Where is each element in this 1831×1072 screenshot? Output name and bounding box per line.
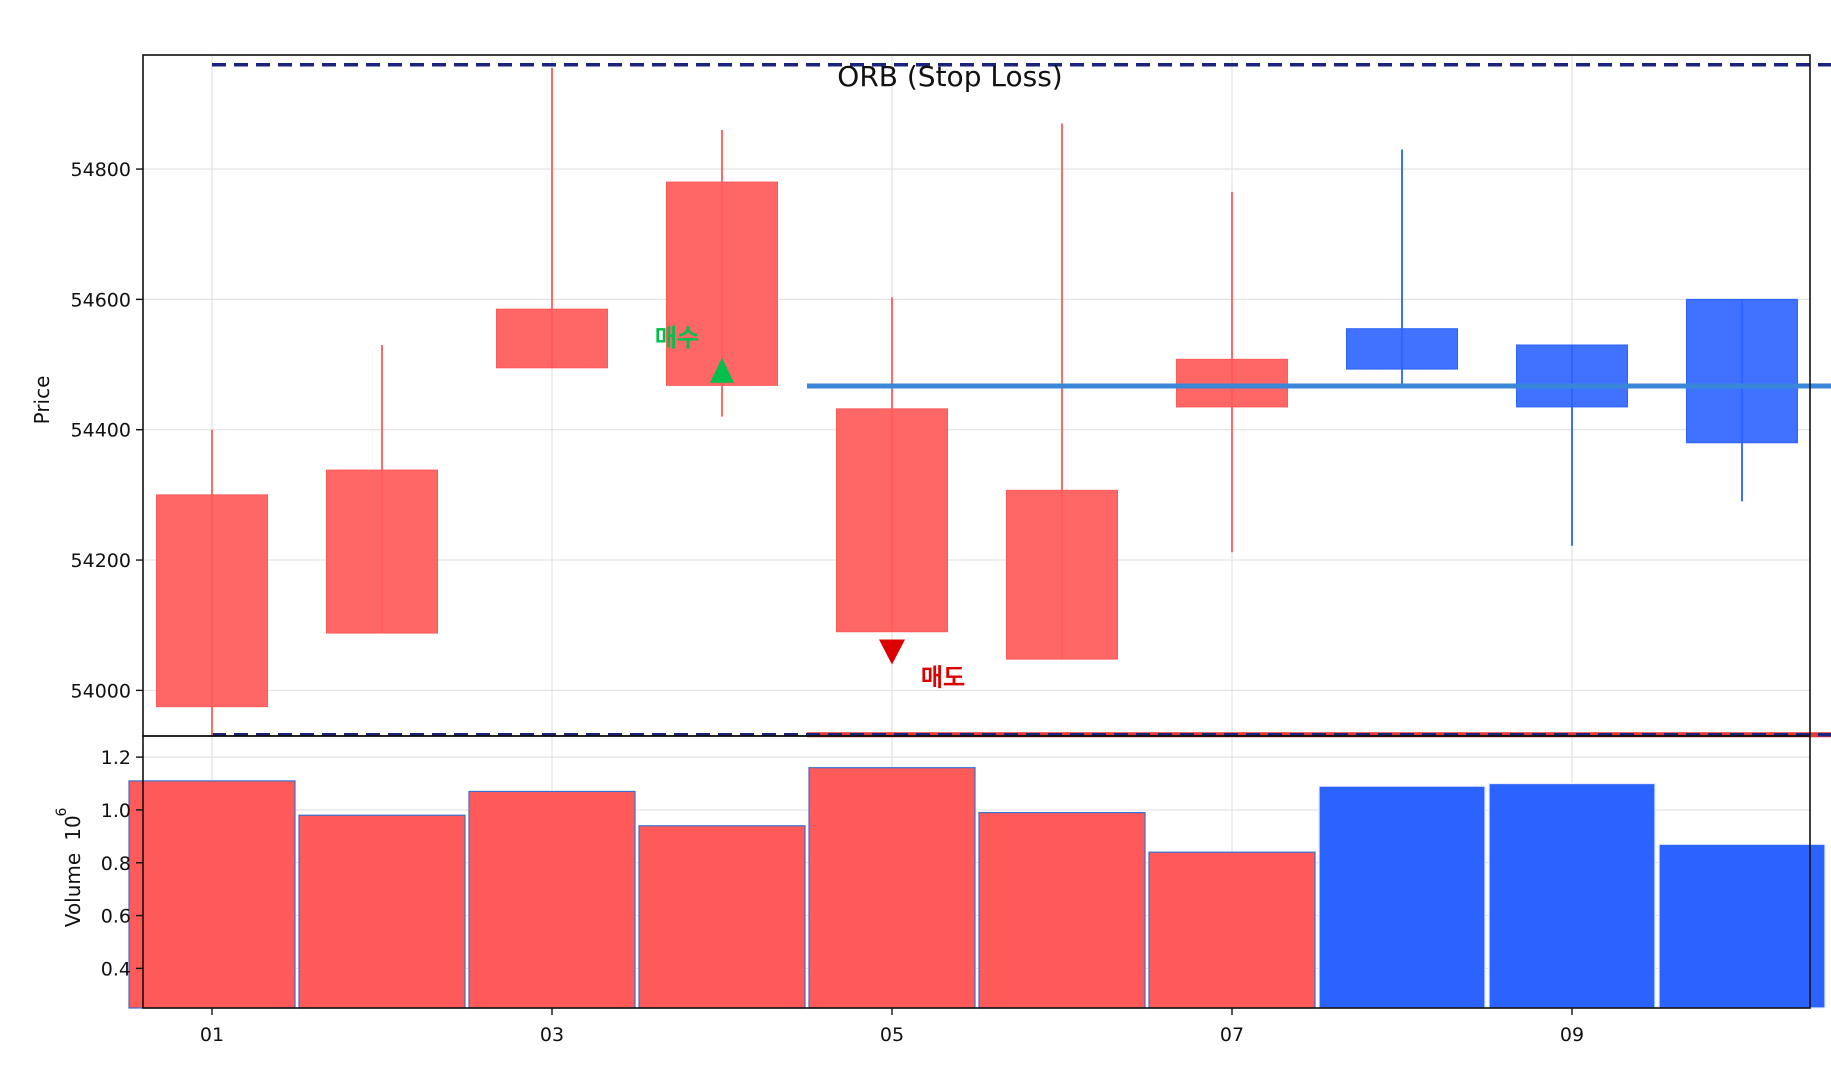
sell-marker [879,639,905,665]
volume-bar [468,790,636,1009]
price-tick-label: 54800 [71,159,131,181]
volume-bar [298,814,466,1009]
volume-bar [1658,843,1826,1009]
chart-title: ORB (Stop Loss) [837,60,1062,93]
volume-panel-frame [142,735,1811,1009]
volume-bar [638,825,806,1009]
candle-body [1516,344,1628,408]
price-tick-label: 54600 [71,289,131,311]
candle-body [1006,489,1118,660]
price-tick-label: 54200 [71,550,131,572]
candle-body [1176,358,1288,408]
volume-tick-label: 1.0 [101,800,131,822]
price-axis-label: Price [30,376,54,425]
volume-tick-label: 0.6 [101,906,131,928]
candle-body [836,408,948,633]
candle-body [666,181,778,386]
volume-bar [128,780,296,1009]
volume-bar [1488,782,1656,1009]
candle-body [1686,298,1798,444]
price-tick-label: 54400 [71,420,131,442]
volume-bar [1318,785,1486,1009]
volume-bar [808,767,976,1009]
volume-tick-label: 0.8 [101,853,131,875]
volume-bar [1148,851,1316,1009]
volume-scale-exponent: 6 [54,807,70,816]
x-tick-label: 07 [1220,1024,1244,1046]
candle-body [156,494,268,708]
volume-scale-label: 10 [61,815,85,840]
volume-bar [978,811,1146,1009]
volume-tick-label: 0.4 [101,958,131,980]
candle-body [326,469,438,634]
candle-body [496,308,608,369]
volume-axis-label: Volume [61,853,85,927]
volume-tick-label: 1.2 [101,747,131,769]
buy-marker-label: 매수 [655,324,699,352]
x-tick-label: 05 [880,1024,904,1046]
x-tick-label: 01 [200,1024,224,1046]
sell-marker-label: 매도 [921,664,965,692]
x-tick-label: 03 [540,1024,564,1046]
x-tick-label: 09 [1560,1024,1584,1046]
price-tick-label: 54000 [71,680,131,702]
buy-marker [710,357,734,383]
candle-body [1346,328,1458,370]
